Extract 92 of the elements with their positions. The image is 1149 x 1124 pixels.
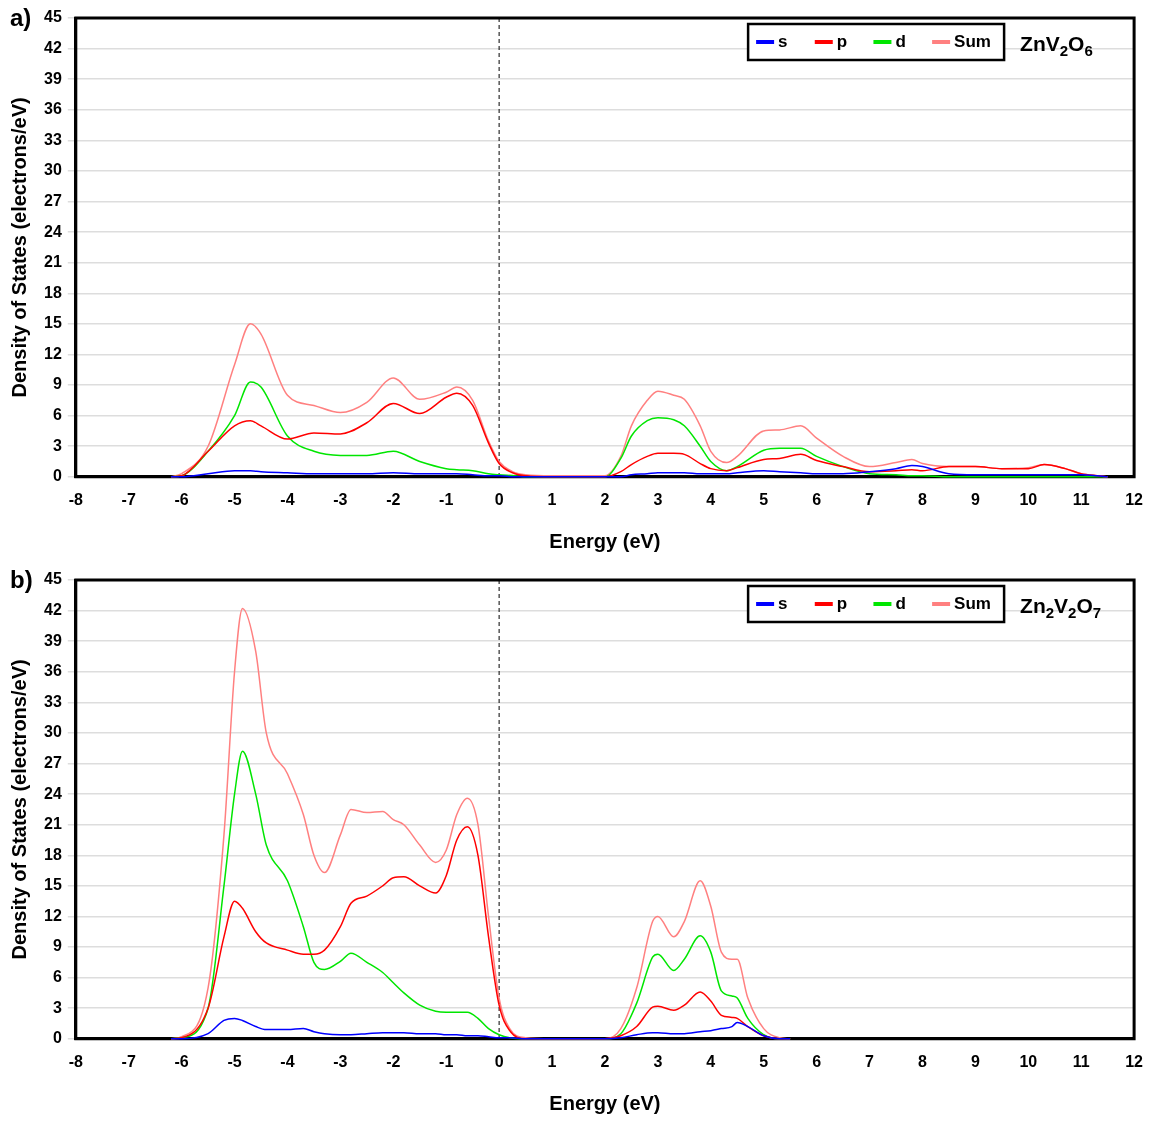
- x-tick-label: -5: [227, 1052, 242, 1070]
- x-tick-label: 2: [600, 490, 610, 508]
- y-tick-label: 24: [44, 784, 62, 802]
- y-tick-label: 45: [44, 8, 62, 26]
- legend-label: s: [778, 593, 788, 613]
- legend-label: Sum: [954, 593, 991, 613]
- y-tick-label: 21: [44, 253, 62, 271]
- x-tick-label: -1: [439, 1052, 454, 1070]
- y-tick-label: 12: [44, 344, 62, 362]
- y-tick-label: 30: [44, 161, 62, 179]
- legend-label: d: [895, 593, 906, 613]
- x-axis-title: Energy (eV): [549, 1091, 661, 1114]
- x-tick-label: 5: [759, 490, 769, 508]
- x-tick-label: -8: [68, 1052, 84, 1070]
- y-tick-label: 42: [44, 38, 62, 56]
- x-tick-label: 2: [600, 1052, 610, 1070]
- x-tick-label: 11: [1072, 1052, 1090, 1070]
- legend-label: Sum: [954, 31, 991, 51]
- x-tick-label: -5: [227, 490, 242, 508]
- x-tick-label: 9: [970, 1052, 980, 1070]
- annotation: Zn$_{2}$V$_{2}$O$_{7}$: [1020, 594, 1102, 622]
- y-tick-label: 9: [52, 375, 62, 393]
- chart-title: b): [10, 566, 33, 594]
- line-series: [170, 464, 1109, 478]
- y-tick-label: 12: [44, 906, 62, 924]
- x-tick-label: -6: [174, 1052, 189, 1070]
- x-tick-label: 11: [1072, 490, 1090, 508]
- x-tick-label: 12: [1125, 490, 1144, 508]
- x-tick-label: 9: [970, 490, 980, 508]
- x-tick-label: 3: [653, 490, 663, 508]
- y-tick-label: 45: [44, 570, 62, 588]
- x-tick-label: -8: [68, 490, 84, 508]
- x-tick-label: 0: [494, 1052, 504, 1070]
- y-axis-title: Density of States (electrons/eV): [7, 97, 30, 398]
- x-tick-label: -2: [386, 490, 401, 508]
- x-tick-label: -7: [121, 1052, 136, 1070]
- annotation: ZnV$_{2}$O$_{6}$: [1020, 32, 1093, 60]
- x-tick-label: -7: [121, 490, 136, 508]
- y-tick-label: 21: [44, 815, 62, 833]
- x-tick-label: 1: [547, 1052, 557, 1070]
- y-tick-label: 15: [44, 314, 62, 332]
- y-tick-label: 18: [44, 283, 62, 301]
- x-tick-label: -3: [333, 490, 348, 508]
- chart-title: a): [10, 4, 32, 32]
- y-tick-label: 33: [44, 130, 62, 148]
- x-tick-label: 4: [706, 1052, 716, 1070]
- x-tick-label: 10: [1019, 1052, 1038, 1070]
- x-tick-label: -6: [174, 490, 189, 508]
- y-tick-label: 18: [44, 845, 62, 863]
- y-tick-label: 9: [52, 937, 62, 955]
- y-tick-label: 30: [44, 723, 62, 741]
- x-tick-label: 4: [706, 490, 716, 508]
- x-tick-label: -4: [280, 490, 295, 508]
- x-tick-label: 5: [759, 1052, 769, 1070]
- legend-label: s: [778, 31, 788, 51]
- x-tick-label: 3: [653, 1052, 663, 1070]
- y-tick-label: 39: [44, 69, 62, 87]
- y-tick-label: 36: [44, 100, 62, 118]
- x-tick-label: 0: [494, 490, 504, 508]
- x-tick-label: 10: [1019, 490, 1038, 508]
- y-axis-title: Density of States (electrons/eV): [7, 659, 30, 960]
- y-tick-label: 0: [52, 1029, 62, 1047]
- y-tick-label: 42: [44, 600, 62, 618]
- x-tick-label: -2: [386, 1052, 401, 1070]
- x-tick-label: -1: [439, 490, 454, 508]
- y-tick-label: 15: [44, 876, 62, 894]
- x-tick-label: 6: [812, 1052, 822, 1070]
- x-tick-label: 7: [865, 1052, 875, 1070]
- x-tick-label: 8: [917, 490, 927, 508]
- x-tick-label: 8: [917, 1052, 927, 1070]
- x-tick-label: 7: [865, 490, 875, 508]
- y-tick-label: 24: [44, 222, 62, 240]
- x-tick-label: 6: [812, 490, 822, 508]
- legend-label: p: [836, 31, 848, 51]
- x-tick-label: 12: [1125, 1052, 1144, 1070]
- y-tick-label: 6: [52, 968, 62, 986]
- y-tick-label: 0: [52, 467, 62, 485]
- line-series: [170, 1017, 791, 1040]
- y-tick-label: 39: [44, 631, 62, 649]
- y-tick-label: 3: [52, 436, 62, 454]
- y-tick-label: 6: [52, 406, 62, 424]
- y-tick-label: 3: [52, 998, 62, 1016]
- y-tick-label: 36: [44, 662, 62, 680]
- x-tick-label: -4: [280, 1052, 295, 1070]
- y-tick-label: 27: [44, 191, 62, 209]
- legend-label: p: [836, 593, 848, 613]
- y-tick-label: 27: [44, 753, 62, 771]
- legend-label: d: [895, 31, 906, 51]
- x-tick-label: -3: [333, 1052, 348, 1070]
- y-tick-label: 33: [44, 692, 62, 710]
- x-tick-label: 1: [547, 490, 557, 508]
- x-axis-title: Energy (eV): [549, 529, 661, 552]
